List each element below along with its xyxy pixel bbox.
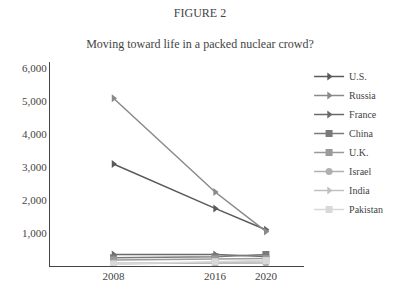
svg-text:5,000: 5,000 (22, 95, 47, 107)
svg-text:U.S.: U.S. (349, 71, 367, 82)
svg-text:India: India (349, 185, 370, 196)
svg-text:Pakistan: Pakistan (349, 204, 383, 215)
svg-text:2020: 2020 (255, 270, 278, 282)
svg-text:2,000: 2,000 (22, 194, 47, 206)
svg-text:Israel: Israel (349, 166, 371, 177)
svg-text:1,000: 1,000 (22, 227, 47, 239)
svg-text:2008: 2008 (103, 270, 126, 282)
svg-text:4,000: 4,000 (22, 128, 47, 140)
svg-text:3,000: 3,000 (22, 161, 47, 173)
svg-text:2016: 2016 (204, 270, 227, 282)
svg-text:Moving toward life in a packed: Moving toward life in a packed nuclear c… (86, 37, 314, 51)
svg-text:Russia: Russia (349, 90, 376, 101)
svg-text:6,000: 6,000 (22, 62, 47, 74)
svg-text:FIGURE 2: FIGURE 2 (174, 6, 226, 20)
svg-text:U.K.: U.K. (349, 147, 368, 158)
svg-text:China: China (349, 128, 373, 139)
svg-text:France: France (349, 109, 377, 120)
